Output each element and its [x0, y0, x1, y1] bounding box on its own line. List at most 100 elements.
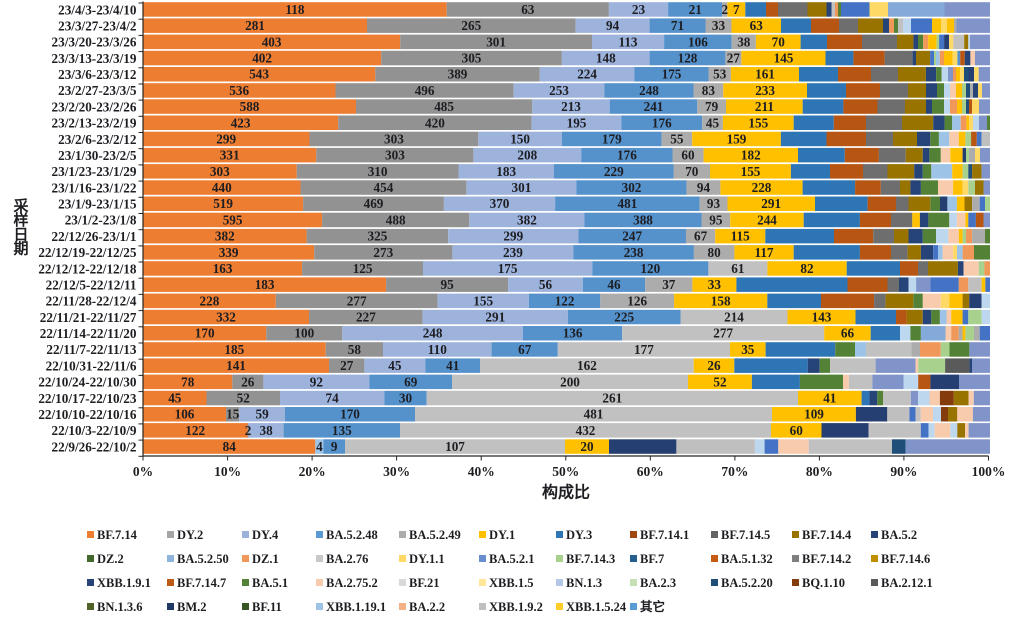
svg-text:224: 224	[577, 67, 597, 82]
svg-text:20: 20	[580, 439, 594, 454]
svg-text:161: 161	[755, 67, 775, 82]
svg-text:469: 469	[364, 196, 384, 211]
svg-text:BF.7.14.5: BF.7.14.5	[721, 528, 770, 542]
svg-text:BF.7: BF.7	[640, 552, 664, 566]
svg-text:BQ.1.10: BQ.1.10	[802, 576, 845, 590]
svg-text:74: 74	[326, 391, 340, 406]
svg-text:248: 248	[639, 83, 659, 98]
svg-text:432: 432	[576, 423, 596, 438]
svg-text:228: 228	[200, 293, 220, 308]
svg-text:84: 84	[223, 439, 237, 454]
svg-text:83: 83	[702, 83, 716, 98]
svg-text:22/11/21-22/11/27: 22/11/21-22/11/27	[40, 310, 137, 325]
svg-text:176: 176	[617, 148, 637, 163]
svg-text:543: 543	[249, 67, 269, 82]
svg-text:35: 35	[741, 342, 755, 357]
svg-text:26: 26	[241, 374, 255, 389]
svg-text:239: 239	[503, 245, 523, 260]
svg-text:128: 128	[678, 51, 698, 66]
svg-text:23/4/3-23/4/10: 23/4/3-23/4/10	[58, 2, 137, 17]
svg-text:454: 454	[374, 180, 394, 195]
svg-text:XBB.1.19.1: XBB.1.19.1	[326, 600, 386, 614]
svg-text:107: 107	[445, 439, 465, 454]
svg-text:27: 27	[727, 51, 741, 66]
svg-text:200: 200	[560, 374, 580, 389]
svg-text:175: 175	[662, 67, 682, 82]
svg-text:595: 595	[223, 212, 243, 227]
svg-text:118: 118	[285, 2, 304, 17]
svg-text:XBB.1.5: XBB.1.5	[489, 576, 533, 590]
svg-text:38: 38	[260, 423, 274, 438]
svg-text:143: 143	[812, 310, 832, 325]
svg-text:291: 291	[761, 196, 781, 211]
svg-text:61: 61	[731, 261, 744, 276]
svg-text:150: 150	[510, 132, 530, 147]
svg-text:225: 225	[614, 310, 634, 325]
svg-text:265: 265	[461, 18, 481, 33]
svg-text:403: 403	[262, 34, 282, 49]
svg-text:DY.2: DY.2	[177, 528, 203, 542]
svg-text:158: 158	[711, 293, 731, 308]
svg-text:BF.7.14.7: BF.7.14.7	[177, 576, 226, 590]
svg-text:BF.7.14.2: BF.7.14.2	[802, 552, 851, 566]
svg-text:XBB.1.5.24: XBB.1.5.24	[566, 600, 627, 614]
svg-text:2: 2	[245, 423, 252, 438]
svg-text:23/1/23-23/1/29: 23/1/23-23/1/29	[52, 164, 137, 179]
svg-text:23/1/16-23/1/22: 23/1/16-23/1/22	[52, 180, 137, 195]
svg-text:52: 52	[713, 374, 727, 389]
svg-text:23/2/13-23/2/19: 23/2/13-23/2/19	[52, 116, 137, 131]
svg-text:170: 170	[340, 407, 360, 422]
svg-text:DY.3: DY.3	[566, 528, 592, 542]
svg-text:80: 80	[708, 245, 722, 260]
svg-text:176: 176	[652, 115, 672, 130]
svg-text:125: 125	[353, 261, 373, 276]
svg-text:33: 33	[712, 18, 726, 33]
svg-text:303: 303	[385, 148, 405, 163]
svg-text:126: 126	[627, 293, 647, 308]
svg-text:0%: 0%	[133, 464, 153, 479]
svg-text:BF.7.14: BF.7.14	[97, 528, 138, 542]
svg-text:46: 46	[607, 277, 621, 292]
svg-text:45: 45	[168, 391, 182, 406]
svg-text:301: 301	[486, 34, 506, 49]
svg-text:305: 305	[462, 51, 482, 66]
svg-text:BA.5.2.50: BA.5.2.50	[177, 552, 229, 566]
svg-text:135: 135	[332, 423, 352, 438]
svg-text:273: 273	[373, 245, 393, 260]
svg-text:185: 185	[224, 342, 244, 357]
svg-text:170: 170	[195, 326, 215, 341]
svg-text:22/10/31-22/11/6: 22/10/31-22/11/6	[46, 358, 137, 373]
svg-text:339: 339	[219, 245, 239, 260]
svg-text:21: 21	[689, 2, 702, 17]
svg-text:155: 155	[748, 115, 768, 130]
svg-text:23: 23	[632, 2, 646, 17]
svg-text:420: 420	[425, 115, 445, 130]
svg-text:100%: 100%	[972, 464, 1006, 479]
svg-text:23/2/6-23/2/12: 23/2/6-23/2/12	[58, 132, 137, 147]
svg-text:BA.2.2: BA.2.2	[409, 600, 445, 614]
svg-text:155: 155	[741, 164, 761, 179]
svg-text:22/10/24-22/10/30: 22/10/24-22/10/30	[38, 375, 137, 390]
svg-text:488: 488	[386, 212, 406, 227]
svg-text:94: 94	[697, 180, 711, 195]
svg-text:148: 148	[596, 51, 616, 66]
svg-text:20%: 20%	[299, 464, 326, 479]
svg-text:248: 248	[423, 326, 443, 341]
svg-text:93: 93	[707, 196, 721, 211]
svg-text:177: 177	[634, 342, 654, 357]
svg-text:23/3/27-23/4/2: 23/3/27-23/4/2	[58, 18, 137, 33]
svg-text:106: 106	[688, 34, 708, 49]
svg-text:DY.1.1: DY.1.1	[409, 552, 445, 566]
svg-text:22/11/14-22/11/20: 22/11/14-22/11/20	[40, 326, 137, 341]
svg-text:38: 38	[737, 34, 751, 49]
svg-text:4: 4	[316, 439, 323, 454]
svg-text:60: 60	[681, 148, 695, 163]
svg-text:BA.5.2.49: BA.5.2.49	[409, 528, 461, 542]
svg-text:423: 423	[231, 115, 251, 130]
svg-text:BA.5.2.48: BA.5.2.48	[326, 528, 378, 542]
svg-text:9: 9	[331, 439, 338, 454]
svg-text:247: 247	[622, 229, 642, 244]
svg-text:115: 115	[731, 229, 750, 244]
svg-text:440: 440	[212, 180, 232, 195]
svg-text:22/11/7-22/11/13: 22/11/7-22/11/13	[46, 342, 137, 357]
